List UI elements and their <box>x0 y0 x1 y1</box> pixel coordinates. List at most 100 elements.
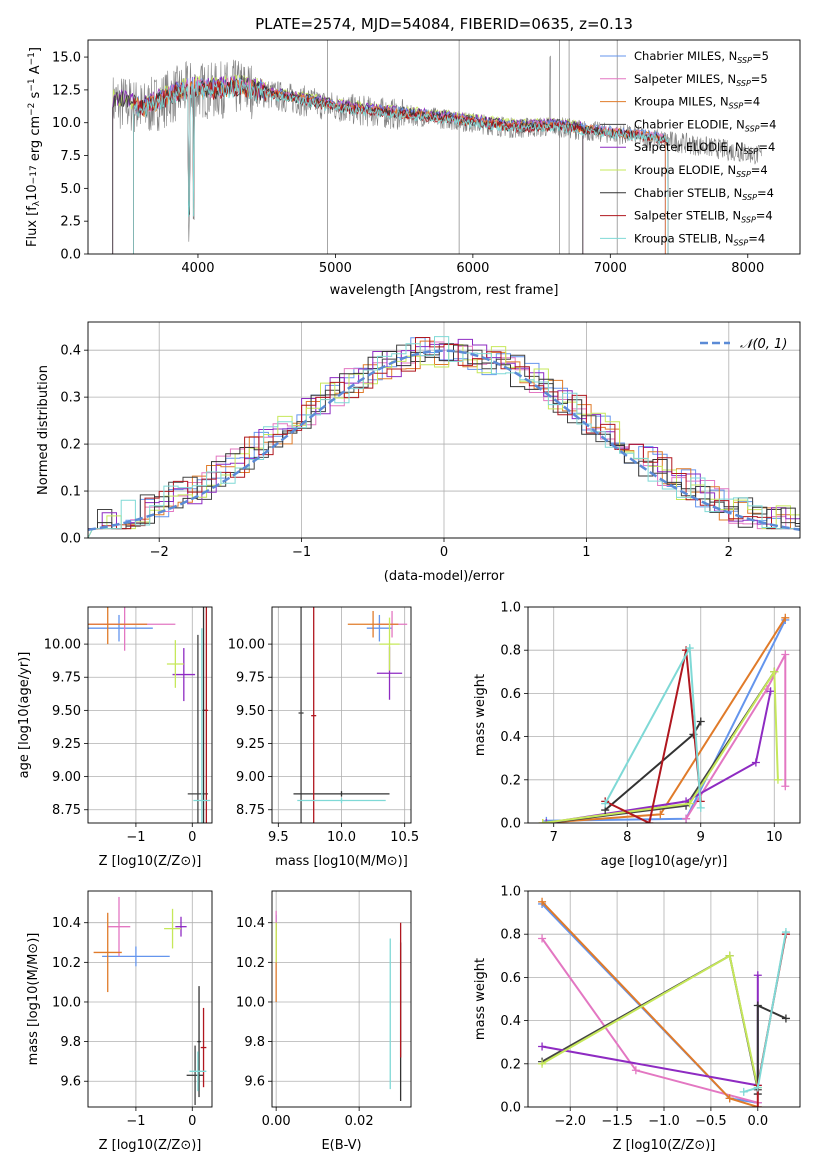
age_vs_Z-ytick-label: 9.00 <box>52 770 81 785</box>
mass_vs_Z-ylabel: mass [log10(M/M⊙)] <box>26 933 41 1066</box>
weight_vs_age-point-marker <box>770 667 779 676</box>
weight_vs_age-point-marker <box>781 650 790 659</box>
age_vs_Z-plot-area <box>88 607 211 823</box>
weight_vs_age-series-line <box>546 690 772 823</box>
spectrum-legend-entry: Kroupa MILES, NSSP=4 <box>634 95 760 111</box>
weight_vs_Z-point-marker <box>538 897 547 906</box>
weight_vs_age-point-marker <box>773 775 782 784</box>
mass_vs_Z-ytick-label: 9.8 <box>60 1035 81 1050</box>
mass_vs_EBV-xtick-label: 0.00 <box>262 1114 291 1129</box>
mass_vs_EBV-panel: 0.00 0.02 9.6 9.8 10.0 10.2 10.4 E(B-V) <box>236 890 412 1153</box>
residuals-panel: −2 −1 0 1 2 0.0 0.1 0.2 0.3 0.4 𝒩(0, 1) (data-model… <box>36 321 801 584</box>
weight_vs_age-point-marker <box>685 799 694 808</box>
residuals-frame <box>87 321 801 539</box>
figure-title: PLATE=2574, MJD=54084, FIBERID=0635, z=0… <box>255 15 633 33</box>
weight_vs_age-point-marker <box>781 613 790 622</box>
normal-distribution-curve <box>88 349 800 532</box>
weight_vs_age-point-marker <box>685 644 694 653</box>
residual-histogram-line <box>88 344 800 538</box>
age_vs_mass-xtick-label: 9.5 <box>268 830 289 845</box>
weight_vs_Z-xtick-label: −2.0 <box>554 1114 586 1129</box>
weight_vs_Z-point-marker <box>753 1103 762 1107</box>
weight_vs_Z-point-marker <box>753 1083 762 1092</box>
weight_vs_age-xtick-label: 7 <box>550 830 558 845</box>
weight_vs_age-point-marker <box>542 819 551 823</box>
spectrum-model-line <box>132 80 669 254</box>
weight_vs_age-xtick-label: 9 <box>697 830 705 845</box>
mass_vs_Z-plot-area <box>93 896 207 1106</box>
weight_vs_Z-xtick-label: −1.5 <box>601 1114 633 1129</box>
weight_vs_Z-series-line <box>743 931 787 1093</box>
weight_vs_age-series-line <box>604 644 702 808</box>
residual-histogram-line <box>88 340 800 538</box>
weight_vs_Z-point-marker <box>739 1087 748 1096</box>
age_vs_Z-xlabel: Z [log10(Z/Z⊙)] <box>99 854 202 869</box>
spectrum-legend-entry: Kroupa ELODIE, NSSP=4 <box>634 163 768 179</box>
residuals-ylabel: Normed distribution <box>36 365 51 495</box>
mass_vs_EBV-ytick-label: 10.2 <box>236 956 265 971</box>
weight_vs_age-point-marker <box>645 819 654 823</box>
mass_vs_Z-ytick-label: 9.6 <box>60 1075 81 1090</box>
spectrum-legend-entry: Salpeter MILES, NSSP=5 <box>634 72 768 88</box>
age_vs_mass-ytick-label: 10.00 <box>228 638 265 653</box>
weight_vs_age-point-marker <box>538 819 547 823</box>
spectrum-ytick-label: 7.5 <box>60 149 81 164</box>
weight_vs_Z-point-marker <box>781 1014 790 1023</box>
mass_vs_Z-ytick-label: 10.0 <box>52 995 81 1010</box>
age_vs_mass-ytick-label: 8.75 <box>236 803 265 818</box>
age_vs_mass-ytick-label: 9.75 <box>236 671 265 686</box>
residual-histogram-line <box>88 344 800 538</box>
spectrum-ytick-label: 12.5 <box>52 83 81 98</box>
weight_vs_Z-ylabel: mass weight <box>473 958 488 1040</box>
mass_vs_EBV-ytick-label: 9.8 <box>244 1035 265 1050</box>
weight_vs_age-series-line <box>542 617 787 823</box>
weight_vs_Z-series-line <box>541 975 759 1087</box>
mass_vs_Z-xtick-label: −1 <box>126 1114 145 1129</box>
residual-histogram-line <box>88 341 800 538</box>
weight_vs_age-series-line <box>542 668 779 823</box>
spectrum-legend-entry: Salpeter ELODIE, NSSP=4 <box>634 140 775 156</box>
weight_vs_age-point-marker <box>781 782 790 791</box>
spectrum-ytick-label: 0.0 <box>60 248 81 263</box>
age_vs_mass-xlabel: mass [log10(M/M⊙)] <box>275 854 408 869</box>
residuals-xtick-label: 0 <box>440 545 448 560</box>
spectrum-legend-entry: Salpeter STELIB, NSSP=4 <box>634 209 773 225</box>
weight_vs_age-ytick-label: 1.0 <box>500 601 521 616</box>
weight_vs_Z-series-line <box>541 901 759 1107</box>
spectrum-xtick-label: 4000 <box>181 261 214 276</box>
weight_vs_age-point-marker <box>682 814 691 823</box>
spectrum-legend-entry: Chabrier STELIB, NSSP=4 <box>634 186 774 202</box>
age_vs_Z-ytick-label: 9.75 <box>52 671 81 686</box>
age_vs_mass-plot-area <box>293 607 408 823</box>
weight_vs_Z-xtick-label: −0.5 <box>695 1114 727 1129</box>
spectrum-model-line <box>132 77 666 254</box>
residuals-xlabel: (data-model)/error <box>384 569 505 584</box>
spectrum-legend-entry: Chabrier ELODIE, NSSP=4 <box>634 117 776 133</box>
age_vs_mass-frame <box>271 606 412 824</box>
weight_vs_Z-series-line <box>756 1003 787 1094</box>
spectrum-xtick-label: 8000 <box>731 261 764 276</box>
weight_vs_age-series-line <box>604 649 702 823</box>
mass_vs_Z-panel: −1 0 9.6 9.8 10.0 10.2 10.4 Z [log10(Z/Z⊙)] mass… <box>26 890 213 1153</box>
weight_vs_Z-point-marker <box>753 1001 762 1010</box>
spectrum-ylabel: Flux [fλ10−17 erg cm−2 s−1 A−1] <box>25 47 43 247</box>
weight_vs_age-ytick-label: 0.6 <box>500 687 521 702</box>
weight_vs_Z-point-marker <box>538 1042 547 1051</box>
weight_vs_Z-ytick-label: 0.4 <box>500 1014 521 1029</box>
residuals-ytick-label: 0.3 <box>60 391 81 406</box>
weight_vs_age-point-marker <box>656 810 665 819</box>
mass_vs_EBV-ytick-label: 9.6 <box>244 1075 265 1090</box>
age_vs_Z-ylabel: age [log10(age/yr)] <box>17 652 32 779</box>
residuals-plot-area <box>88 336 800 538</box>
weight_vs_age-plot-area <box>538 613 790 823</box>
spectrum-ytick-label: 2.5 <box>60 215 81 230</box>
weight_vs_age-xtick-label: 8 <box>623 830 631 845</box>
residual-histogram-line <box>88 337 800 538</box>
age_vs_Z-frame <box>87 606 213 824</box>
weight_vs_Z-ytick-label: 0.2 <box>500 1057 521 1072</box>
weight_vs_Z-ytick-label: 0.6 <box>500 971 521 986</box>
weight_vs_age-xlabel: age [log10(age/yr)] <box>601 854 728 869</box>
weight_vs_Z-xtick-label: 0.0 <box>747 1114 768 1129</box>
weight_vs_Z-xtick-label: −1.0 <box>648 1114 680 1129</box>
residuals-ytick-label: 0.1 <box>60 485 81 500</box>
